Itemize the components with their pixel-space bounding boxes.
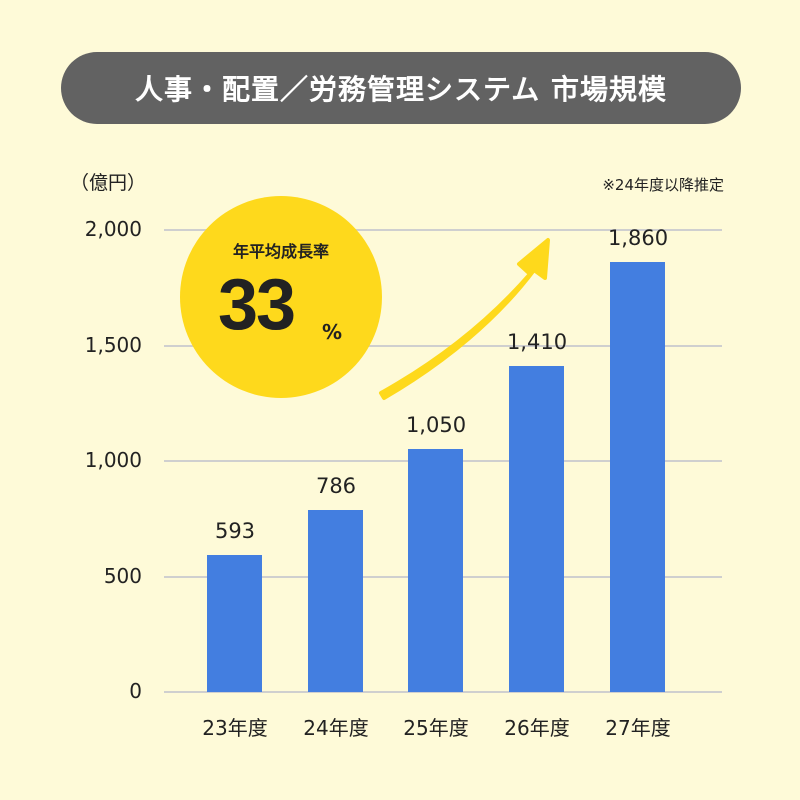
y-tick-label: 1,500 xyxy=(84,332,142,357)
bar xyxy=(308,510,363,692)
bar-value-label: 1,050 xyxy=(405,413,467,438)
cagr-label: 年平均成長率 xyxy=(232,242,329,261)
chart-title: 人事・配置／労務管理システム 市場規模 xyxy=(61,52,741,124)
y-axis-unit-label: （億円） xyxy=(70,172,147,194)
bar xyxy=(207,555,262,692)
gridline xyxy=(164,344,722,347)
cagr-value: 33 xyxy=(218,265,296,345)
y-tick-label: 1,000 xyxy=(84,448,142,472)
y-tick-label: 0 xyxy=(129,679,142,703)
x-tick-label: 27年度 xyxy=(605,716,671,740)
bar xyxy=(509,366,564,692)
bar-value-label: 786 xyxy=(315,474,357,499)
gridline xyxy=(164,691,722,693)
x-tick-label: 23年度 xyxy=(202,716,268,740)
estimate-note: ※24年度以降推定 xyxy=(602,176,724,194)
gridline xyxy=(164,229,722,231)
bar xyxy=(610,262,665,692)
cagr-callout: 年平均成長率 33 % xyxy=(180,196,382,398)
x-tick-label: 26年度 xyxy=(504,716,570,740)
bar-value-label: 1,860 xyxy=(607,226,669,251)
bar-value-label: 1,410 xyxy=(506,330,568,355)
y-tick-label: 2,000 xyxy=(84,217,142,241)
x-tick-label: 24年度 xyxy=(303,716,369,740)
x-tick-label: 25年度 xyxy=(403,716,469,740)
cagr-unit: % xyxy=(322,320,343,344)
bar xyxy=(408,449,463,692)
bar-value-label: 593 xyxy=(214,519,256,544)
y-tick-label: 500 xyxy=(103,563,142,588)
